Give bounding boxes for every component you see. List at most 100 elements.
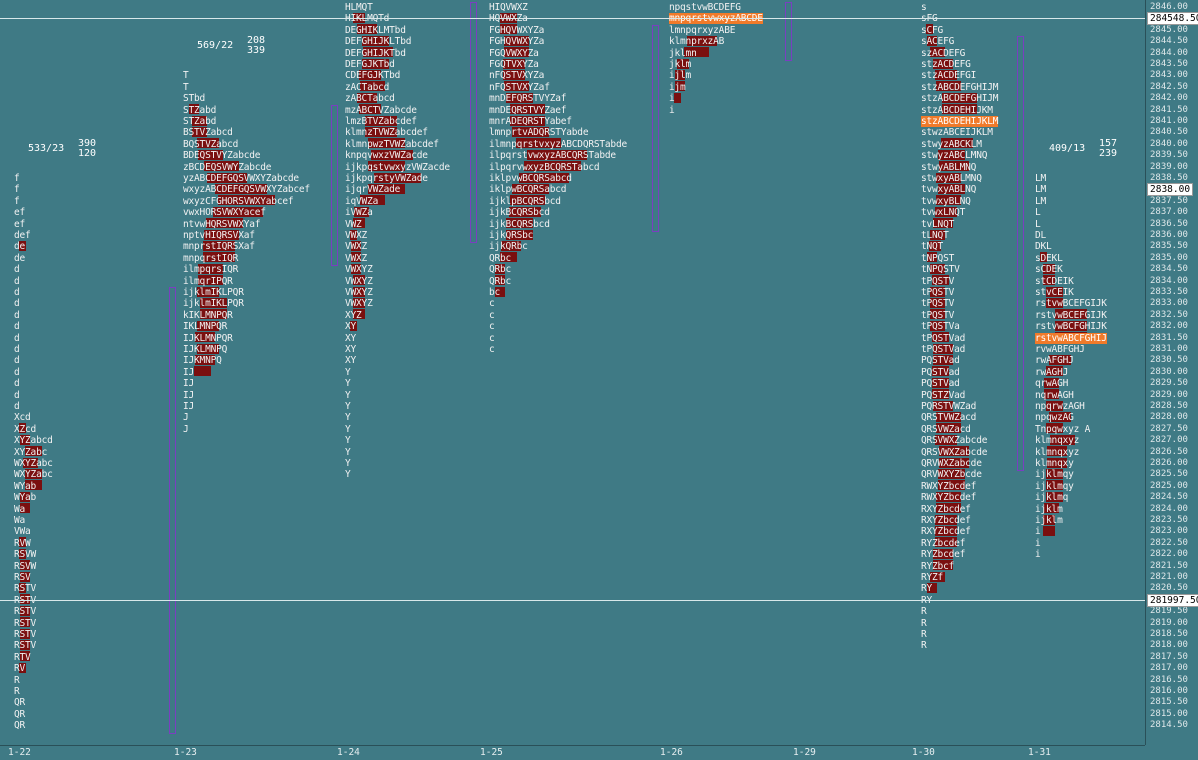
tpo-letters: Tnpqwxyz A xyxy=(1035,423,1091,435)
profile-bar xyxy=(931,377,949,388)
tpo-letters: wxyzCFGHORSVWXYabcef xyxy=(183,195,294,207)
tpo-row: klmnpwzTVWZabcdef xyxy=(345,139,439,160)
price-tick: 2825.00 xyxy=(1150,480,1188,491)
date-label: 1-25 xyxy=(480,747,503,758)
tpo-letters: VWXZ xyxy=(345,230,368,241)
tpo-row: npqwzAG xyxy=(1035,412,1074,434)
tpo-row: RY xyxy=(921,583,932,594)
tpo-row: DEFGHIJKLTbd xyxy=(345,36,411,58)
price-tick: 2828.00 xyxy=(1150,412,1188,423)
profile-bar xyxy=(673,92,681,103)
profile-bar xyxy=(676,58,689,69)
tpo-row: sDEKL xyxy=(1035,252,1063,274)
tpo-letters: STZabd xyxy=(183,116,217,127)
tpo-letters: Y xyxy=(345,435,351,447)
profile-bar xyxy=(1054,320,1087,331)
price-line xyxy=(0,18,1145,20)
tpo-letters: stwxyABLMNQ xyxy=(921,173,982,184)
tpo-row: RSVW xyxy=(14,549,36,571)
price-tick: 2828.50 xyxy=(1150,401,1188,411)
tpo-row: RSV xyxy=(14,572,31,593)
tpo-row: d xyxy=(14,298,20,309)
tpo-row: stwxyABLMNQ xyxy=(921,173,982,194)
tpo-letters: Y xyxy=(345,458,351,469)
profile-bar xyxy=(354,206,369,217)
tpo-letters: PQRSTVWZad xyxy=(921,401,977,412)
tpo-letters: f xyxy=(14,195,20,207)
tpo-row: kIKLMNPQR xyxy=(183,310,233,331)
tpo-letters: ilmqrIPQR xyxy=(183,275,233,287)
profile-bar xyxy=(930,309,945,320)
profile-bar xyxy=(933,400,953,411)
tpo-row: d xyxy=(14,287,20,298)
profile-bar xyxy=(213,206,263,217)
profile-bar xyxy=(684,47,709,58)
tpo-letters: def xyxy=(14,230,31,241)
profile-bar xyxy=(1045,400,1063,411)
price-tick: 2835.50 xyxy=(1150,241,1188,252)
tpo-letters: ijqrVWZade xyxy=(345,184,401,196)
tpo-row: RXYZbcdef xyxy=(921,515,971,536)
tpo-letters: ijlm xyxy=(669,70,692,82)
price-tick: 2832.50 xyxy=(1150,309,1188,320)
tpo-row: IJ xyxy=(183,367,194,378)
tpo-row: QRSTVWZacd xyxy=(921,412,976,434)
tpo-row: IKLMNPQR xyxy=(183,321,227,343)
profile-bar xyxy=(20,651,30,662)
tpo-letters: BDEQSTVYZabcde xyxy=(183,150,261,162)
tpo-row: BSTVZabcd xyxy=(183,127,233,149)
tpo-row: stzACDEFG xyxy=(921,59,971,80)
tpo-letters: klmnzTVWZabcdef xyxy=(345,127,428,139)
tpo-letters: RTV xyxy=(14,651,31,663)
price-tick: 2821.50 xyxy=(1150,560,1188,571)
profile-bar xyxy=(511,127,549,137)
tpo-row: d xyxy=(14,333,20,344)
tpo-row: ntvwHQRSVWXYaf xyxy=(183,219,260,240)
profile-bar xyxy=(502,70,525,80)
tpo-letters: WYab xyxy=(14,480,37,492)
profile-bar xyxy=(930,263,945,274)
price-tick: 2840.50 xyxy=(1150,127,1188,138)
tpo-row: d xyxy=(14,378,20,389)
profile-bar xyxy=(20,605,30,616)
tpo-letters: mnrADEQRSTYabef xyxy=(489,116,572,127)
stat-c: 120 xyxy=(78,148,97,159)
price-tick: 2817.00 xyxy=(1150,663,1188,674)
tpo-row: stzABCDEHIJKLM xyxy=(921,116,998,127)
tpo-letters: QRbc xyxy=(489,252,512,264)
price-marker: 281997.50 xyxy=(1147,593,1198,607)
price-tick: 2831.50 xyxy=(1150,332,1188,343)
tpo-row: lmzBTVZabcdef xyxy=(345,116,417,137)
price-line xyxy=(0,599,1145,601)
profile-bar xyxy=(927,252,937,263)
tpo-row: ilpqrstvwxyzABCQRSTabde xyxy=(489,150,616,172)
session-stats: 569/22 208 339 xyxy=(197,35,265,56)
profile-bar xyxy=(931,332,949,343)
profile-bar xyxy=(1044,377,1059,388)
tpo-row: i xyxy=(1035,526,1041,537)
tpo-row: IJKLMNPQ xyxy=(183,344,227,365)
tpo-row: iklpvwBCQRSabcd xyxy=(489,173,572,194)
tpo-letters: ijklmqy xyxy=(1035,480,1074,492)
tpo-row: mzABCTVZabcde xyxy=(345,105,417,126)
tpo-letters: tvwxyBLNQ xyxy=(921,195,971,207)
price-tick: 2834.50 xyxy=(1150,264,1188,275)
tpo-row: DEFGJKTbd xyxy=(345,59,395,80)
tpo-row: RYZbcdef xyxy=(921,538,965,559)
profile-bar xyxy=(1050,434,1075,445)
tpo-row: XYZabc xyxy=(14,447,47,468)
profile-bar xyxy=(1045,298,1063,308)
profile-bar xyxy=(925,24,933,35)
profile-bar xyxy=(360,195,385,206)
tpo-letters: d xyxy=(14,298,20,310)
tpo-row: ef xyxy=(14,207,25,218)
tpo-letters: sCFG xyxy=(921,24,944,36)
profile-bar xyxy=(933,343,953,354)
tpo-letters: R xyxy=(921,640,927,652)
profile-bar xyxy=(505,92,533,103)
value-area-bar xyxy=(169,287,176,734)
tpo-row: tNPQSTV xyxy=(921,264,960,286)
tpo-canvas: f f f ef ef def de de d d d d d d d d d d d d d Xcd XZcd XYZabc… xyxy=(0,2,1145,734)
tpo-letters: sDEKL xyxy=(1035,252,1063,264)
tpo-letters: nqrwAGH xyxy=(1035,389,1074,401)
